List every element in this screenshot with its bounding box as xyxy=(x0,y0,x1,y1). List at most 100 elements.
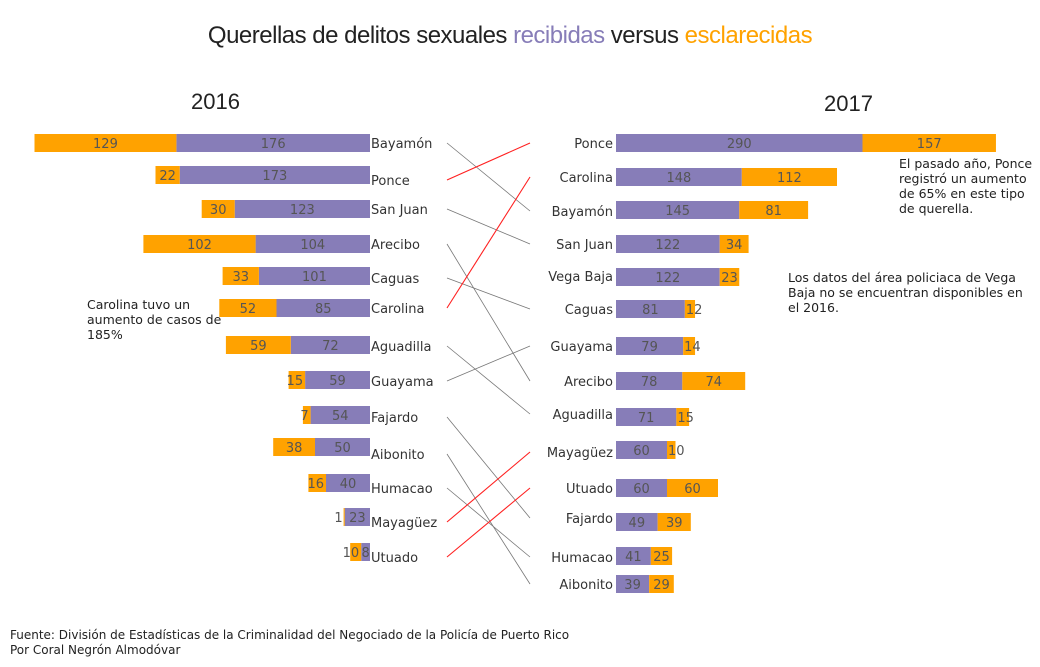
value-2016-recibidas-bayamon: 176 xyxy=(261,137,286,152)
value-2016-esclarecidas-arecibo: 102 xyxy=(187,238,212,253)
label-2017-guayama: Guayama xyxy=(550,340,613,355)
label-2016-mayaguez: Mayagüez xyxy=(371,516,437,531)
bar-2016-recibidas-arecibo xyxy=(255,235,370,253)
connector-line-fajardo xyxy=(446,416,531,519)
value-2017-recibidas-aguadilla: 71 xyxy=(638,411,655,426)
label-2017-caguas: Caguas xyxy=(565,303,614,318)
bar-2017-recibidas-ponce xyxy=(616,134,863,152)
connector-line-utuado xyxy=(446,487,531,558)
value-2017-recibidas-utuado: 60 xyxy=(633,482,650,497)
label-2016-arecibo: Arecibo xyxy=(371,238,420,253)
bar-2017-recibidas-mayaguez xyxy=(616,441,667,459)
source-footer: Fuente: División de Estadísticas de la C… xyxy=(10,628,570,642)
value-2017-esclarecidas-mayaguez: 10 xyxy=(668,444,685,459)
value-2016-esclarecidas-carolina: 52 xyxy=(240,302,257,317)
bar-2017-recibidas-vega-baja xyxy=(616,268,720,286)
bar-2017-esclarecidas-aibonito xyxy=(649,575,674,593)
bar-2016-recibidas-san-juan xyxy=(234,200,370,218)
label-2016-utuado: Utuado xyxy=(371,551,418,566)
value-2016-esclarecidas-ponce: 22 xyxy=(159,169,176,184)
bar-2016-recibidas-fajardo xyxy=(310,406,370,424)
value-2016-recibidas-caguas: 101 xyxy=(302,270,327,285)
value-2016-esclarecidas-bayamon: 129 xyxy=(93,137,118,152)
connector-line-aibonito xyxy=(446,453,531,585)
connector-line-carolina xyxy=(446,176,531,309)
label-2017-utuado: Utuado xyxy=(566,482,613,497)
author-footer: Por Coral Negrón Almodóvar xyxy=(10,643,181,657)
bar-2017-esclarecidas-caguas xyxy=(684,300,696,318)
bar-2017-esclarecidas-ponce xyxy=(862,134,996,152)
bar-2016-recibidas-caguas xyxy=(258,267,370,285)
label-2016-caguas: Caguas xyxy=(371,272,420,287)
value-2017-recibidas-carolina: 148 xyxy=(666,171,691,186)
bar-2017-recibidas-aibonito xyxy=(616,575,650,593)
value-2017-recibidas-mayaguez: 60 xyxy=(633,444,650,459)
bar-2016-esclarecidas-guayama xyxy=(288,371,306,389)
value-2016-recibidas-guayama: 59 xyxy=(329,374,346,389)
bar-2017-recibidas-san-juan xyxy=(616,235,720,253)
bar-2017-esclarecidas-aguadilla xyxy=(676,408,690,426)
bar-2017-recibidas-fajardo xyxy=(616,513,658,531)
connector-line-guayama xyxy=(446,345,531,382)
bar-2016-esclarecidas-bayamon xyxy=(34,134,177,152)
bar-2016-esclarecidas-utuado xyxy=(350,543,362,561)
label-2017-humacao: Humacao xyxy=(551,551,613,566)
value-2017-recibidas-fajardo: 49 xyxy=(629,516,646,531)
bar-2017-esclarecidas-mayaguez xyxy=(667,441,676,459)
label-2016-guayama: Guayama xyxy=(371,375,434,390)
label-2017-bayamon: Bayamón xyxy=(552,205,613,220)
value-2017-esclarecidas-aguadilla: 15 xyxy=(677,411,694,426)
label-2016-humacao: Humacao xyxy=(371,482,433,497)
connector-line-ponce xyxy=(446,142,531,181)
bar-2016-esclarecidas-aguadilla xyxy=(225,336,291,354)
label-2017-vega-baja: Vega Baja xyxy=(548,270,613,285)
year-2016-label: 2016 xyxy=(191,89,240,114)
value-2016-recibidas-aguadilla: 72 xyxy=(322,339,339,354)
bar-2017-esclarecidas-san-juan xyxy=(719,235,749,253)
bar-2017-recibidas-caguas xyxy=(616,300,685,318)
title-esclarecidas: esclarecidas xyxy=(684,22,813,49)
value-2017-recibidas-bayamon: 145 xyxy=(665,204,690,219)
value-2017-esclarecidas-arecibo: 74 xyxy=(705,375,722,390)
connector-line-mayaguez xyxy=(446,451,531,523)
value-2016-recibidas-humacao: 40 xyxy=(340,477,357,492)
bar-2017-esclarecidas-carolina xyxy=(741,168,837,186)
title-recibidas: recibidas xyxy=(513,22,605,49)
connector-line-san-juan xyxy=(446,208,531,245)
value-2017-recibidas-guayama: 79 xyxy=(641,340,658,355)
bar-2017-recibidas-utuado xyxy=(616,479,667,497)
value-2017-recibidas-ponce: 290 xyxy=(727,137,752,152)
value-2017-esclarecidas-humacao: 25 xyxy=(653,550,670,565)
chart-title: Querellas de delitos sexuales recibidas … xyxy=(0,22,1020,50)
bar-2017-recibidas-humacao xyxy=(616,547,651,565)
value-2017-esclarecidas-carolina: 112 xyxy=(777,171,802,186)
label-2016-ponce: Ponce xyxy=(371,174,410,189)
label-2017-arecibo: Arecibo xyxy=(564,375,613,390)
bar-2016-recibidas-mayaguez xyxy=(344,508,370,526)
label-2016-san-juan: San Juan xyxy=(371,203,428,218)
bar-2017-esclarecidas-guayama xyxy=(683,337,696,355)
bar-2016-esclarecidas-ponce xyxy=(155,166,180,184)
value-2017-esclarecidas-vega-baja: 23 xyxy=(721,271,738,286)
value-2017-esclarecidas-bayamon: 81 xyxy=(765,204,782,219)
value-2016-esclarecidas-mayaguez: 1 xyxy=(334,511,342,526)
value-2017-recibidas-arecibo: 78 xyxy=(641,375,658,390)
bar-2016-recibidas-guayama xyxy=(305,371,370,389)
connector-line-aguadilla xyxy=(446,345,531,415)
value-2017-esclarecidas-san-juan: 34 xyxy=(726,238,743,253)
bar-2017-esclarecidas-bayamon xyxy=(739,201,809,219)
value-2017-esclarecidas-caguas: 12 xyxy=(686,303,703,318)
label-2017-carolina: Carolina xyxy=(560,171,614,186)
connector-line-caguas xyxy=(446,277,531,310)
value-2016-esclarecidas-utuado: 10 xyxy=(343,546,360,561)
label-2017-fajardo: Fajardo xyxy=(566,512,613,527)
connector-line-bayamon xyxy=(446,142,531,212)
bar-2016-esclarecidas-carolina xyxy=(219,299,277,317)
bar-2016-recibidas-aguadilla xyxy=(290,336,370,354)
value-2016-esclarecidas-caguas: 33 xyxy=(232,270,249,285)
value-2016-esclarecidas-aibonito: 38 xyxy=(286,441,303,456)
title-text: Querellas de delitos sexuales xyxy=(207,22,514,49)
bar-2017-recibidas-bayamon xyxy=(616,201,740,219)
value-2016-esclarecidas-guayama: 15 xyxy=(287,374,304,389)
